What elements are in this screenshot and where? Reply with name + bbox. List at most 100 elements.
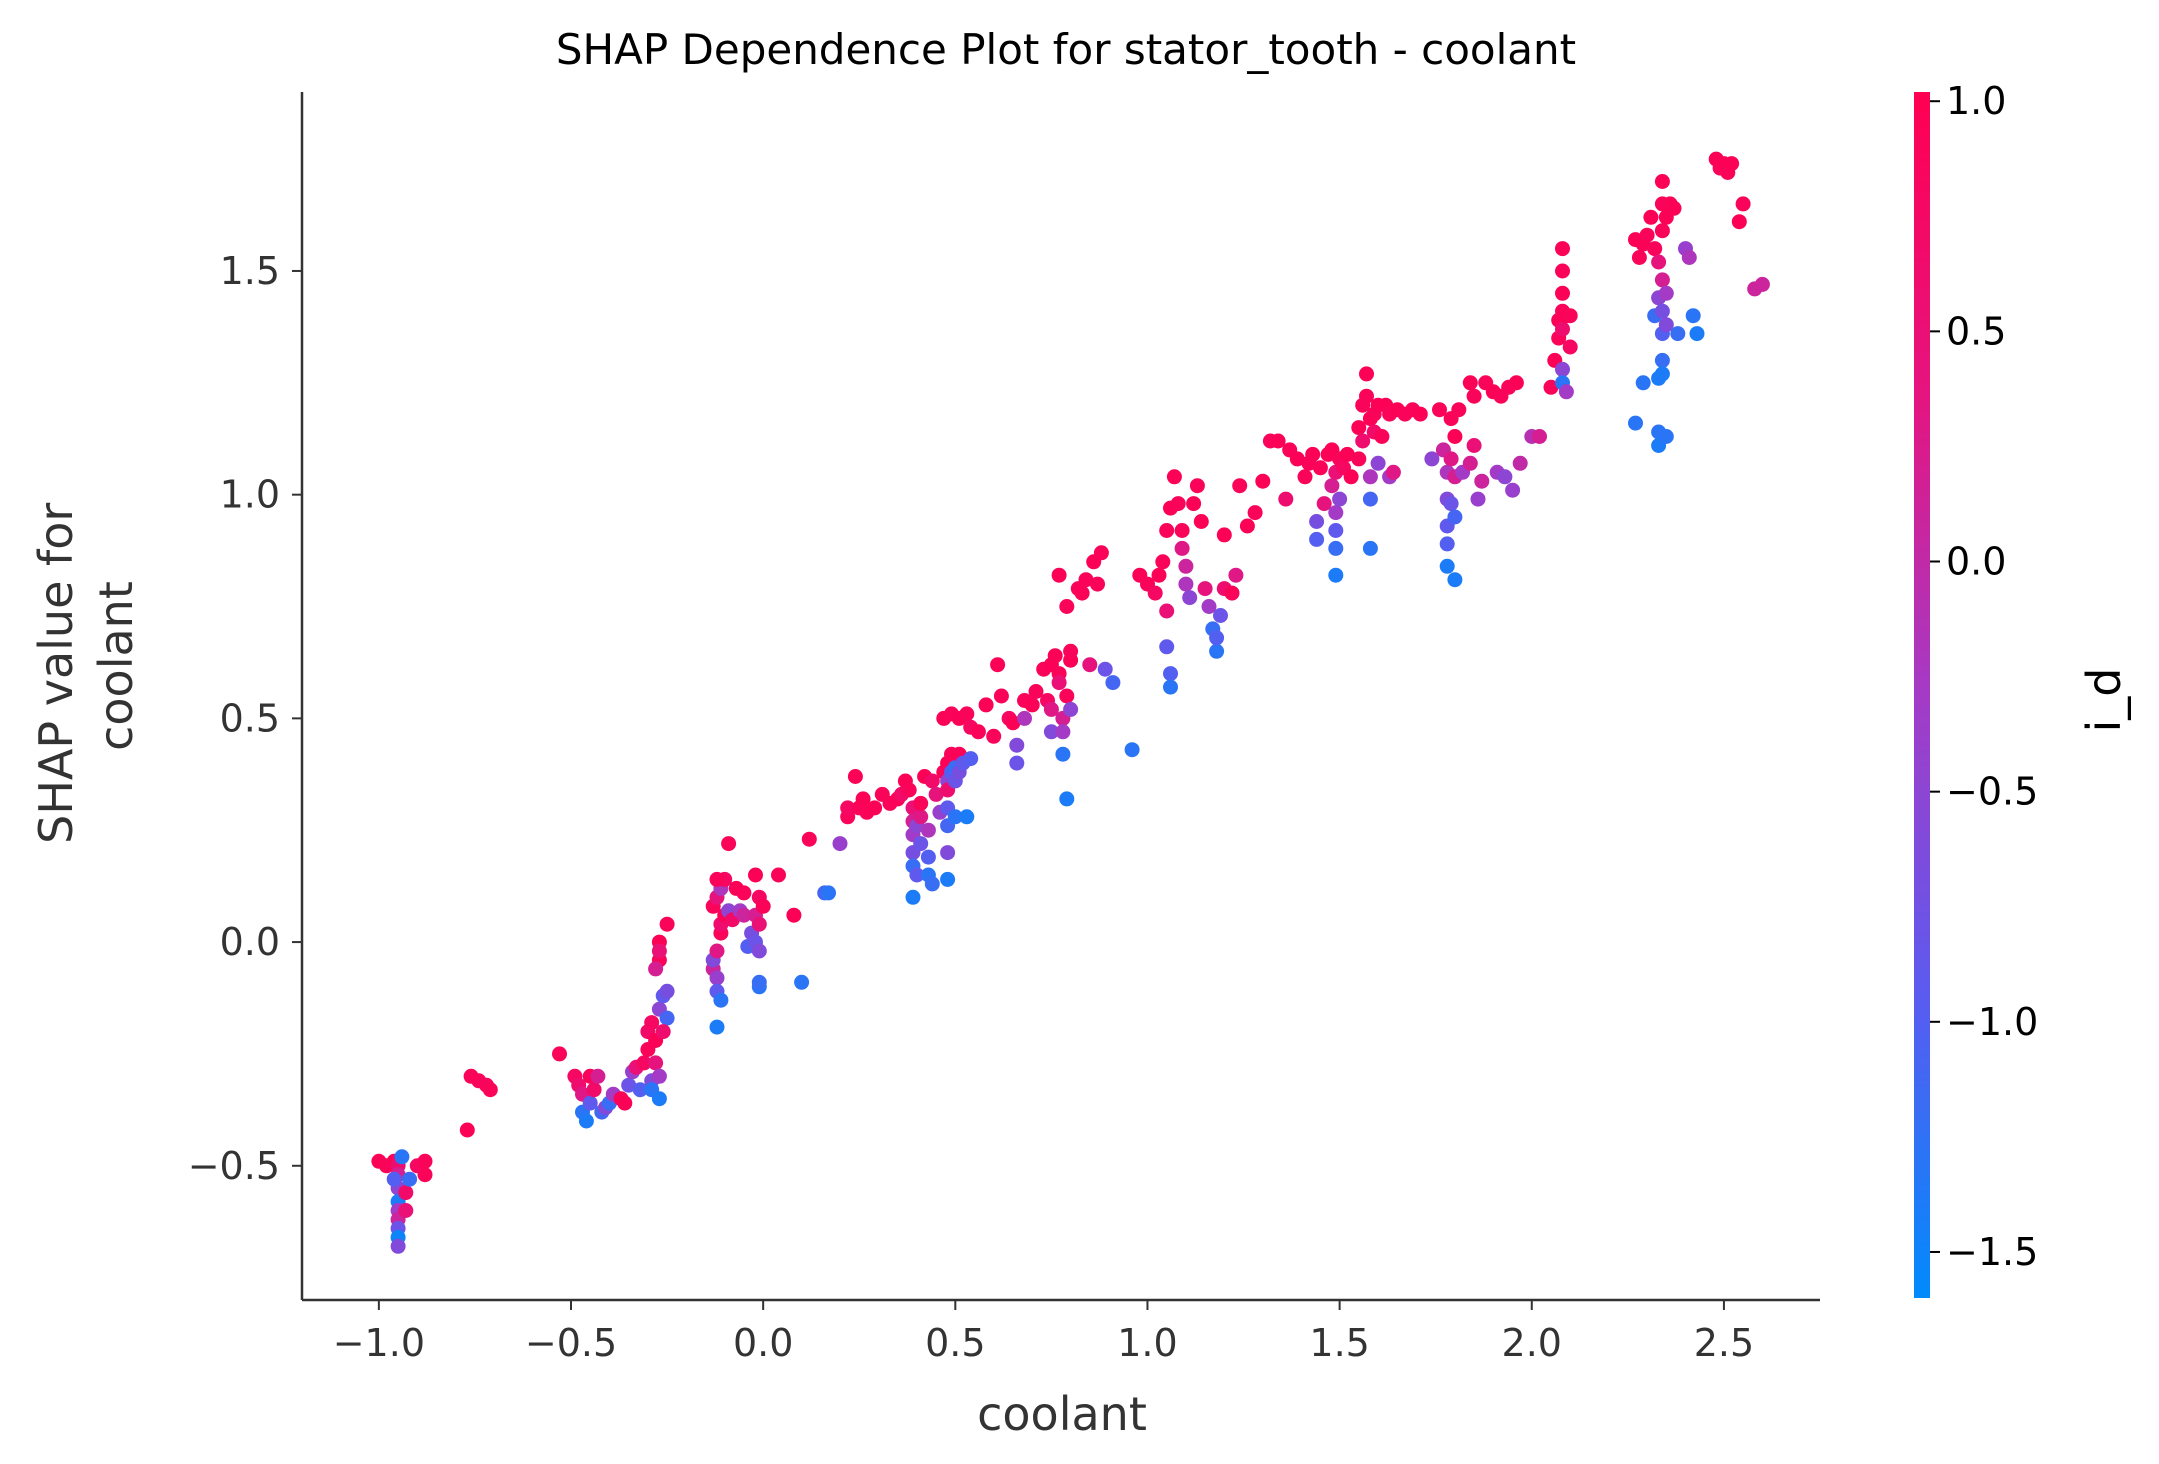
data-point bbox=[1093, 545, 1109, 561]
data-point bbox=[1555, 321, 1570, 337]
data-point bbox=[578, 1113, 594, 1129]
data-point bbox=[1351, 451, 1367, 467]
data-point bbox=[1174, 540, 1190, 556]
data-point bbox=[1255, 473, 1271, 489]
data-point bbox=[1639, 227, 1655, 243]
colorbar-tick-label: 1.0 bbox=[1946, 79, 2006, 123]
data-point bbox=[1555, 285, 1570, 301]
data-point bbox=[1332, 491, 1348, 507]
data-point bbox=[990, 657, 1006, 673]
data-point bbox=[1439, 558, 1455, 574]
data-point bbox=[1654, 174, 1670, 189]
data-point bbox=[947, 809, 963, 825]
data-point bbox=[1362, 540, 1378, 556]
y-axis-label-line-1: SHAP value for bbox=[29, 503, 83, 844]
data-point bbox=[901, 782, 917, 798]
data-point bbox=[1658, 285, 1674, 301]
data-point bbox=[651, 1091, 667, 1107]
data-point bbox=[924, 876, 940, 892]
data-point bbox=[1090, 576, 1105, 592]
data-point bbox=[648, 961, 664, 977]
x-tick-label: 0.5 bbox=[925, 1321, 985, 1365]
data-point bbox=[644, 1015, 660, 1031]
data-point bbox=[632, 1082, 648, 1098]
data-point bbox=[1735, 196, 1751, 212]
data-point bbox=[1562, 339, 1578, 355]
data-point bbox=[1424, 451, 1440, 467]
data-point bbox=[1654, 272, 1670, 288]
data-point bbox=[1658, 317, 1674, 333]
data-point bbox=[621, 1077, 637, 1093]
data-point bbox=[1635, 375, 1651, 391]
data-point bbox=[751, 916, 767, 932]
chart-title: SHAP Dependence Plot for stator_tooth - … bbox=[556, 25, 1576, 74]
x-tick-label: 1.5 bbox=[1309, 1321, 1369, 1365]
data-point bbox=[1055, 746, 1071, 762]
data-point bbox=[1182, 590, 1198, 606]
data-point bbox=[1047, 648, 1063, 664]
data-point bbox=[748, 867, 763, 883]
data-point bbox=[963, 751, 979, 767]
y-tick-label: 0.0 bbox=[220, 920, 280, 964]
data-point bbox=[1316, 496, 1332, 512]
scatter-points bbox=[371, 151, 1770, 1254]
data-point bbox=[1670, 326, 1686, 342]
data-point bbox=[993, 688, 1009, 704]
data-point bbox=[755, 898, 771, 914]
data-point bbox=[928, 786, 944, 802]
data-point bbox=[1654, 223, 1670, 239]
y-tick-label: −0.5 bbox=[188, 1144, 280, 1188]
data-point bbox=[1532, 429, 1547, 444]
data-point bbox=[1451, 402, 1467, 418]
data-point bbox=[1324, 478, 1340, 494]
data-point bbox=[1362, 491, 1378, 507]
data-point bbox=[586, 1082, 602, 1098]
data-point bbox=[1170, 496, 1186, 512]
data-point bbox=[1355, 433, 1371, 449]
data-point bbox=[1159, 523, 1175, 538]
data-point bbox=[1174, 523, 1190, 538]
data-point bbox=[1197, 581, 1213, 597]
colorbar-tick-label: −1.0 bbox=[1946, 1000, 2038, 1044]
x-tick-label: 2.5 bbox=[1694, 1321, 1754, 1365]
data-point bbox=[1178, 576, 1194, 592]
data-point bbox=[1239, 518, 1255, 534]
data-point bbox=[1370, 455, 1386, 471]
data-point bbox=[1658, 429, 1674, 444]
data-point bbox=[1497, 469, 1513, 485]
data-point bbox=[1654, 303, 1670, 319]
data-point bbox=[1555, 241, 1570, 257]
data-point bbox=[913, 809, 929, 825]
data-point bbox=[1209, 630, 1225, 646]
data-point bbox=[1147, 585, 1163, 601]
data-point bbox=[1731, 214, 1747, 230]
data-point bbox=[751, 943, 767, 959]
data-point bbox=[1351, 420, 1367, 436]
data-point bbox=[1312, 460, 1328, 476]
data-point bbox=[1228, 567, 1244, 583]
data-point bbox=[840, 800, 856, 816]
data-point bbox=[1247, 505, 1263, 521]
data-point bbox=[1289, 451, 1305, 467]
y-axis-ticks: −0.5 0.0 0.5 1.0 1.5 bbox=[188, 249, 302, 1188]
data-point bbox=[821, 885, 836, 901]
data-point bbox=[751, 974, 767, 990]
data-point bbox=[970, 724, 986, 740]
data-point bbox=[1163, 666, 1178, 682]
data-point bbox=[940, 871, 956, 887]
data-point bbox=[736, 907, 752, 923]
data-point bbox=[1163, 679, 1178, 695]
data-point bbox=[920, 849, 936, 865]
data-point bbox=[1201, 599, 1217, 614]
colorbar-tick-label: 0.0 bbox=[1946, 540, 2006, 584]
colorbar-tick-label: 0.5 bbox=[1946, 309, 2006, 353]
data-point bbox=[1051, 675, 1067, 691]
data-point bbox=[1689, 326, 1705, 342]
data-point bbox=[659, 916, 675, 932]
y-tick-label: 1.5 bbox=[220, 249, 280, 293]
data-point bbox=[659, 1010, 675, 1026]
data-point bbox=[905, 889, 921, 905]
data-point bbox=[1009, 755, 1025, 771]
data-point bbox=[736, 885, 752, 901]
data-point bbox=[1754, 276, 1770, 292]
